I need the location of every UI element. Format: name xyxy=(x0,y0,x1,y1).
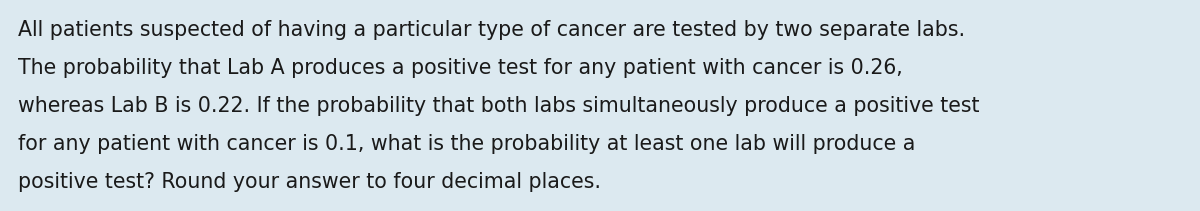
Text: whereas Lab B is 0.22. If the probability that both labs simultaneously produce : whereas Lab B is 0.22. If the probabilit… xyxy=(18,96,979,116)
Text: The probability that Lab A produces a positive test for any patient with cancer : The probability that Lab A produces a po… xyxy=(18,58,902,78)
Text: for any patient with cancer is 0.1, what is the probability at least one lab wil: for any patient with cancer is 0.1, what… xyxy=(18,134,916,154)
Text: All patients suspected of having a particular type of cancer are tested by two s: All patients suspected of having a parti… xyxy=(18,20,965,40)
Text: positive test? Round your answer to four decimal places.: positive test? Round your answer to four… xyxy=(18,172,601,192)
